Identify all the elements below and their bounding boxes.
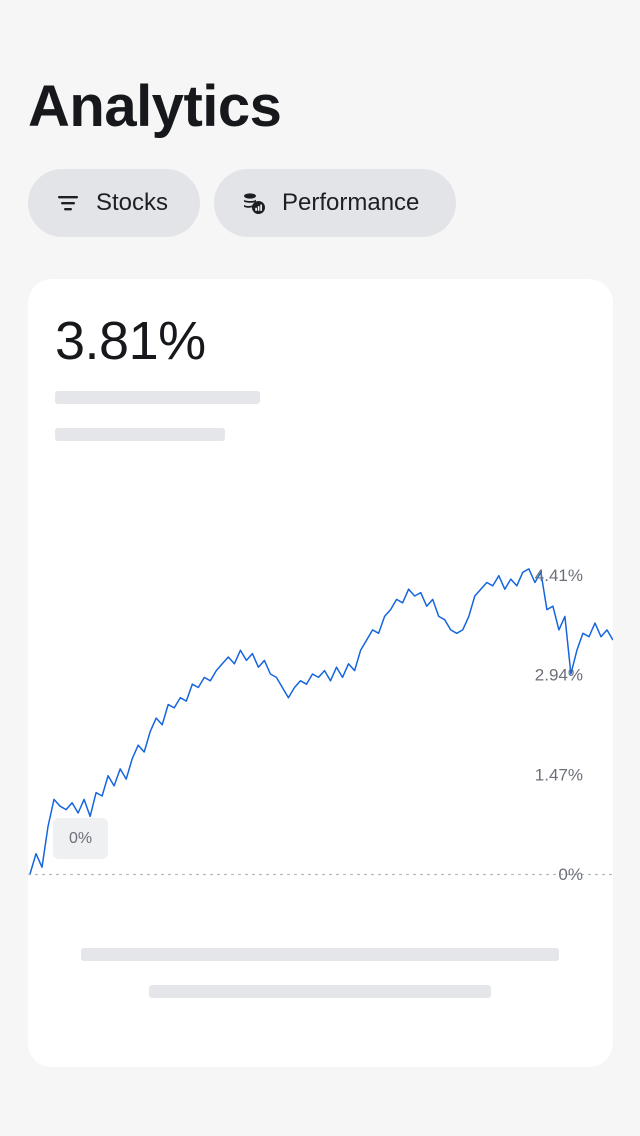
footer-placeholder-line-1 — [81, 948, 559, 961]
y-tick-label: 4.41% — [535, 566, 583, 585]
filter-lines-icon — [56, 191, 80, 215]
series-line — [29, 568, 613, 875]
performance-card: 3.81% 4.41% 2.94% 1.47% 0% 0% — [28, 279, 613, 1067]
stocks-filter-label: Stocks — [96, 189, 169, 216]
start-value-badge: 0% — [53, 818, 108, 859]
y-tick-label: 2.94% — [535, 666, 583, 685]
stocks-filter-button[interactable]: Stocks — [28, 169, 200, 237]
y-tick-label: 0% — [558, 865, 583, 884]
subtitle-placeholder — [55, 391, 260, 404]
y-axis-ticks: 4.41% 2.94% 1.47% 0% — [535, 566, 583, 884]
filter-chips: Stocks Performance — [28, 169, 456, 237]
coins-chart-icon — [242, 191, 266, 215]
page-title: Analytics — [28, 74, 282, 139]
performance-value: 3.81% — [55, 311, 206, 371]
performance-chart: 4.41% 2.94% 1.47% 0% — [28, 566, 613, 884]
footer-placeholder-line-2 — [149, 985, 491, 998]
caption-placeholder — [55, 428, 225, 441]
performance-filter-button[interactable]: Performance — [214, 169, 456, 237]
performance-filter-label: Performance — [282, 189, 420, 216]
y-tick-label: 1.47% — [535, 765, 583, 784]
